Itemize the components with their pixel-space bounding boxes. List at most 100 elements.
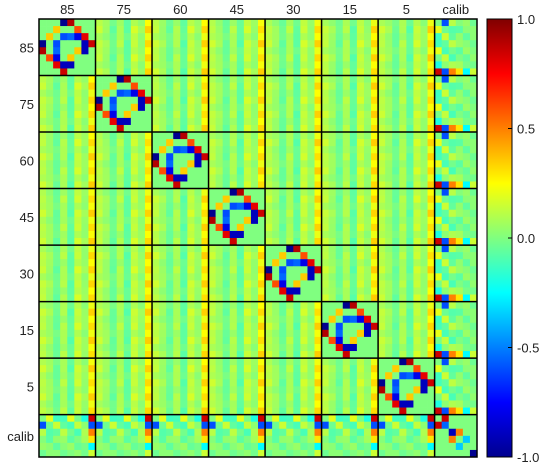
heatmap-cell: [272, 181, 280, 189]
heatmap-cell: [74, 132, 82, 140]
heatmap-cell: [166, 40, 174, 48]
heatmap-cell: [102, 252, 110, 260]
heatmap-cell: [279, 407, 287, 415]
heatmap-cell: [39, 153, 47, 161]
heatmap-cell: [130, 33, 139, 41]
heatmap-cell: [102, 181, 110, 189]
heatmap-cell: [187, 132, 195, 140]
heatmap-cell: [371, 442, 379, 451]
heatmap-cell: [420, 117, 428, 126]
heatmap-cell: [229, 82, 238, 90]
heatmap-cell: [469, 379, 478, 387]
heatmap-cell: [130, 294, 139, 302]
heatmap-cell: [173, 89, 181, 98]
heatmap-cell: [60, 252, 68, 260]
heatmap-cell: [236, 280, 245, 288]
heatmap-cell: [349, 308, 358, 317]
heatmap-cell: [314, 287, 322, 295]
heatmap-cell: [363, 336, 372, 345]
heatmap-cell: [194, 315, 202, 324]
heatmap-cell: [81, 245, 89, 253]
heatmap-cell: [392, 61, 400, 69]
heatmap-cell: [222, 351, 231, 359]
heatmap-cell: [328, 174, 337, 182]
heatmap-cell: [349, 400, 358, 408]
heatmap-cell: [307, 435, 315, 444]
heatmap-cell: [130, 174, 139, 182]
heatmap-cell: [279, 223, 287, 232]
heatmap-cell: [180, 174, 188, 182]
heatmap-cell: [46, 174, 54, 182]
heatmap-cell: [307, 287, 315, 295]
heatmap-cell: [314, 96, 322, 105]
heatmap-cell: [448, 188, 457, 196]
heatmap-cell: [81, 449, 89, 458]
heatmap-cell: [53, 19, 61, 27]
heatmap-cell: [109, 26, 118, 34]
heatmap-cell: [392, 160, 400, 168]
heatmap-cell: [258, 40, 266, 48]
heatmap-cell: [102, 358, 110, 366]
heatmap-cell: [130, 124, 139, 133]
heatmap-cell: [67, 365, 75, 373]
heatmap-cell: [39, 96, 47, 105]
heatmap-cell: [130, 209, 139, 218]
heatmap-cell: [81, 428, 89, 437]
heatmap-cell: [95, 68, 103, 76]
heatmap-cell: [328, 96, 337, 105]
heatmap-cell: [222, 40, 231, 48]
heatmap-cell: [130, 245, 139, 253]
heatmap-cell: [434, 343, 443, 352]
heatmap-cell: [39, 252, 47, 260]
heatmap-cell: [95, 188, 103, 196]
heatmap-cell: [371, 160, 379, 168]
heatmap-cell: [123, 301, 132, 309]
heatmap-cell: [46, 379, 54, 387]
heatmap-cell: [462, 160, 471, 168]
heatmap-cell: [441, 19, 450, 27]
heatmap-cell: [328, 407, 337, 415]
heatmap-cell: [173, 329, 181, 338]
heatmap-cell: [180, 365, 188, 373]
heatmap-cell: [250, 308, 259, 317]
heatmap-cell: [399, 435, 407, 444]
heatmap-cell: [399, 393, 407, 401]
heatmap-cell: [286, 202, 294, 211]
heatmap-cell: [272, 393, 280, 401]
heatmap-cell: [455, 195, 464, 204]
heatmap-cell: [286, 40, 294, 48]
heatmap-cell: [307, 124, 315, 133]
heatmap-cell: [144, 146, 153, 154]
heatmap-cell: [300, 315, 308, 324]
heatmap-cell: [335, 26, 344, 34]
heatmap-cell: [399, 442, 407, 451]
heatmap-cell: [321, 365, 329, 373]
heatmap-cell: [39, 82, 47, 90]
heatmap-cell: [243, 216, 252, 225]
heatmap-cell: [314, 393, 322, 401]
heatmap-cell: [208, 110, 216, 119]
heatmap-cell: [236, 238, 245, 246]
heatmap-cell: [173, 230, 181, 239]
heatmap-cell: [236, 40, 245, 48]
heatmap-cell: [293, 188, 301, 196]
heatmap-cell: [159, 336, 167, 345]
heatmap-cell: [53, 89, 61, 98]
heatmap-cell: [349, 379, 358, 387]
heatmap-cell: [258, 96, 266, 105]
heatmap-cell: [60, 195, 68, 204]
heatmap-cell: [455, 442, 464, 451]
heatmap-cell: [201, 19, 209, 27]
heatmap-cell: [229, 358, 238, 366]
heatmap-cell: [243, 230, 252, 239]
heatmap-cell: [258, 174, 266, 182]
heatmap-cell: [385, 160, 393, 168]
heatmap-cell: [265, 132, 273, 140]
heatmap-cell: [95, 435, 103, 444]
heatmap-cell: [272, 167, 280, 175]
heatmap-cell: [215, 82, 224, 90]
heatmap-cell: [166, 132, 174, 140]
heatmap-cell: [392, 82, 400, 90]
heatmap-cell: [293, 230, 301, 239]
heatmap-cell: [469, 238, 478, 246]
